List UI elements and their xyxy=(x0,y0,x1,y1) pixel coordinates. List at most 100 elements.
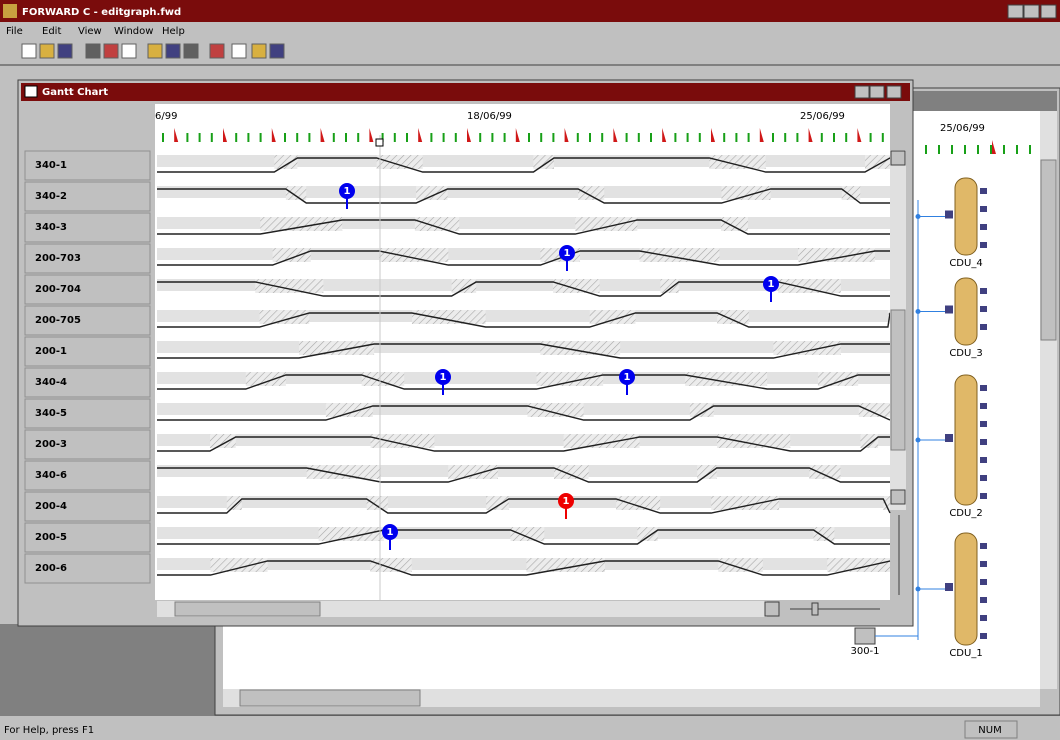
hatch-segment xyxy=(798,248,875,262)
toolbar-button[interactable] xyxy=(251,43,267,59)
menu-item[interactable]: Help xyxy=(162,26,185,37)
menu-item[interactable]: View xyxy=(78,26,102,37)
tick-green xyxy=(284,133,286,142)
hatch-segment xyxy=(639,248,720,262)
tank[interactable] xyxy=(854,627,876,645)
hatch-segment xyxy=(361,372,405,386)
minimize[interactable] xyxy=(1007,4,1024,19)
marker[interactable] xyxy=(558,493,574,509)
tick-green xyxy=(235,133,238,142)
tick-green xyxy=(723,133,726,142)
output-icon xyxy=(980,493,987,499)
pump-icon xyxy=(945,434,953,442)
tick-green xyxy=(1029,145,1031,154)
toolbar-button[interactable] xyxy=(103,43,119,59)
marker[interactable] xyxy=(339,183,355,199)
menu-item[interactable]: Edit xyxy=(42,26,61,37)
cdu-label: CDU_3 xyxy=(949,348,982,359)
hatch-segment xyxy=(883,496,890,510)
row-label: 200-705 xyxy=(35,315,81,326)
gantt-maximize[interactable] xyxy=(869,85,885,99)
hatch-segment xyxy=(526,558,605,572)
toolbar-button[interactable] xyxy=(165,43,181,59)
toolbar-button[interactable] xyxy=(231,43,247,59)
close[interactable] xyxy=(1040,4,1057,19)
inventory-line xyxy=(157,374,890,390)
gantt-hscroll-thumb[interactable] xyxy=(174,601,321,617)
cdu-unit[interactable] xyxy=(954,277,978,346)
network-hscroll[interactable] xyxy=(223,689,1040,707)
toolbar-button[interactable] xyxy=(85,43,101,59)
tick-green xyxy=(528,133,530,142)
menu-item[interactable]: File xyxy=(6,26,23,37)
menu-item[interactable]: Window xyxy=(114,26,153,37)
status-help: For Help, press F1 xyxy=(4,725,94,736)
output-icon xyxy=(980,579,987,585)
cdu-label: CDU_4 xyxy=(949,258,982,269)
toolbar-button[interactable] xyxy=(57,43,73,59)
gantt-vscroll-thumb[interactable] xyxy=(890,309,906,451)
cdu-unit[interactable] xyxy=(954,532,978,646)
marker[interactable] xyxy=(619,369,635,385)
scroll-down[interactable] xyxy=(890,489,906,505)
row-label-cell xyxy=(24,150,151,181)
cdu-label: CDU_2 xyxy=(949,508,982,519)
row-band xyxy=(157,496,890,508)
toolbar-button[interactable] xyxy=(39,43,55,59)
cdu-unit[interactable] xyxy=(954,374,978,506)
row-band xyxy=(157,465,890,477)
hatch-segment xyxy=(260,217,343,231)
pump-icon xyxy=(945,305,953,314)
status-num: NUM xyxy=(978,725,1001,736)
scroll-right[interactable] xyxy=(764,601,780,617)
hatch-segment xyxy=(272,248,311,262)
tick-green xyxy=(296,133,299,142)
hscroll-thumb[interactable] xyxy=(239,689,421,707)
tick-red xyxy=(174,128,179,142)
marker[interactable] xyxy=(559,245,575,261)
cdu-unit[interactable] xyxy=(954,177,978,256)
tank-label: 300-1 xyxy=(850,646,879,657)
row-label: 200-4 xyxy=(35,501,67,512)
tick-green xyxy=(772,133,774,142)
row-label: 200-3 xyxy=(35,439,67,450)
gantt-close[interactable] xyxy=(886,85,902,99)
time-handle[interactable] xyxy=(375,138,384,147)
hatch-segment xyxy=(778,279,841,293)
toolbar-button[interactable] xyxy=(21,43,37,59)
tick-red xyxy=(467,128,471,142)
output-icon xyxy=(980,543,987,549)
tick-green xyxy=(845,133,848,142)
inventory-line xyxy=(157,405,891,421)
maximize[interactable] xyxy=(1023,4,1040,19)
scroll-up[interactable] xyxy=(890,150,906,166)
hzoom-thumb[interactable] xyxy=(811,602,819,616)
output-icon xyxy=(980,242,987,248)
tick-red xyxy=(271,128,276,142)
tick-green xyxy=(735,133,738,142)
tick-green xyxy=(479,133,482,142)
tick-red xyxy=(223,128,227,142)
hatch-segment xyxy=(376,155,423,169)
marker[interactable] xyxy=(382,524,398,540)
toolbar-button[interactable] xyxy=(147,43,163,59)
toolbar-button[interactable] xyxy=(269,43,285,59)
hatch-segment xyxy=(448,465,498,479)
toolbar-button[interactable] xyxy=(209,43,225,59)
hatch-segment xyxy=(209,434,236,448)
tick-red xyxy=(418,128,423,142)
row-band xyxy=(157,155,890,167)
row-label: 340-6 xyxy=(35,470,67,481)
toolbar-button[interactable] xyxy=(121,43,137,59)
marker[interactable] xyxy=(763,276,779,292)
output-icon xyxy=(980,633,987,639)
vscroll-thumb[interactable] xyxy=(1040,159,1057,341)
hatch-segment xyxy=(527,403,584,417)
toolbar-button[interactable] xyxy=(183,43,199,59)
marker[interactable] xyxy=(435,369,451,385)
cdu-label: CDU_1 xyxy=(949,648,982,659)
pump-icon xyxy=(945,583,953,591)
hatch-segment xyxy=(718,558,763,572)
gantt-minimize[interactable] xyxy=(854,85,870,99)
inventory-line xyxy=(157,343,890,359)
